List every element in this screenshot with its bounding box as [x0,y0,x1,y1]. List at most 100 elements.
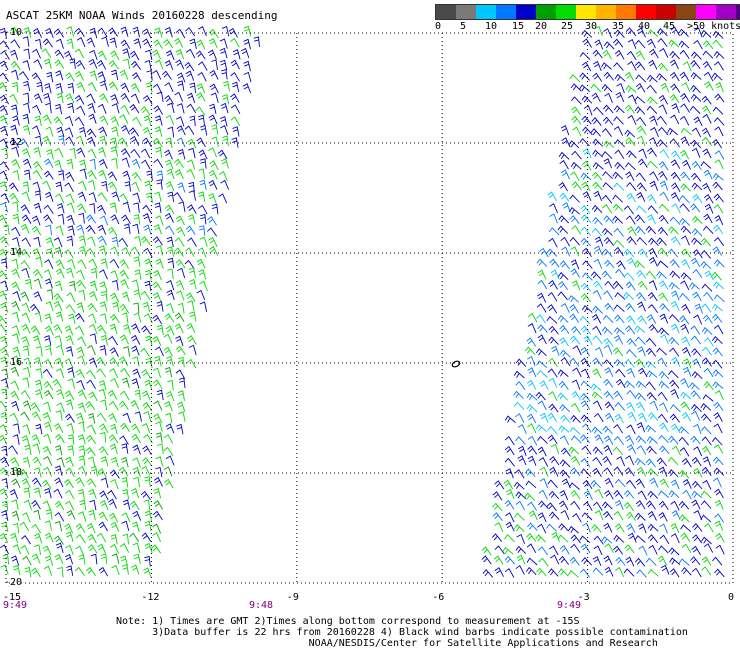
wind-barb [691,348,702,357]
wind-barb [669,259,680,268]
legend-label: 45 [663,21,676,32]
wind-barb [660,564,670,575]
legend-label: 25 [561,21,574,32]
wind-barb [134,269,142,280]
wind-barb [689,382,700,391]
wind-barb [570,268,580,278]
wind-barb [22,60,31,71]
wind-barb [714,390,724,400]
wind-barb [658,214,669,224]
wind-barb [176,226,186,237]
wind-barb [79,159,87,170]
wind-barb [131,378,140,389]
wind-barb [680,136,690,147]
wind-barb [110,521,120,532]
wind-barb [657,226,669,236]
wind-barb [12,423,20,434]
wind-barb [21,267,30,279]
wind-barb [713,281,725,290]
wind-barb [627,532,637,543]
wind-barb [88,291,98,302]
wind-barb [198,168,206,179]
wind-barb [561,478,571,489]
wind-barb [174,237,185,247]
wind-barb [701,283,713,292]
wind-barb [29,303,40,313]
wind-barb [33,202,42,214]
wind-barb [65,544,74,556]
wind-barb [19,521,30,532]
wind-barb [176,72,186,83]
wind-barb [634,96,646,104]
wind-barb [527,435,538,446]
wind-barb [546,248,558,257]
wind-barb [98,245,107,256]
wind-barb [110,246,120,257]
wind-barb [558,181,568,192]
wind-barb [109,443,118,455]
wind-barb [230,116,241,127]
wind-barb [89,49,98,61]
wind-barb [581,29,593,38]
wind-barb [0,270,8,280]
wind-barb [185,70,195,81]
wind-barb [647,292,658,302]
wind-barb [0,115,8,126]
wind-barb [548,336,559,345]
wind-barb [671,236,681,246]
wind-barb [11,510,20,521]
wind-barb [593,190,603,201]
wind-barb [680,103,690,113]
wind-barb [66,38,74,49]
wind-barb [626,315,636,325]
wind-barb [32,48,42,59]
wind-barb [668,435,679,445]
wind-barb [594,236,604,247]
wind-barb [504,415,516,423]
wind-barb [658,292,669,302]
wind-barb [219,38,228,49]
wind-barb [714,520,724,531]
wind-barb [659,303,670,312]
wind-barb [703,543,714,553]
wind-barb [612,215,624,224]
wind-barb [119,269,129,280]
wind-barb [76,379,85,390]
wind-barb [153,413,163,424]
wind-barb [55,368,65,379]
wind-barb [78,212,85,224]
wind-barb [679,292,690,302]
wind-barb [42,500,52,511]
wind-barb [164,401,173,412]
wind-barb [680,378,690,389]
wind-barb [189,311,197,322]
wind-barb [614,327,625,335]
wind-barb [176,290,185,301]
wind-barb [580,468,591,477]
wind-barb [43,466,53,477]
wind-barb [175,259,186,269]
wind-barb [36,81,43,93]
wind-barb [572,126,582,137]
latitude-label: -14 [4,247,23,258]
wind-barb [558,151,570,160]
wind-barb [580,543,591,554]
wind-barb [535,534,546,543]
wind-barb [505,521,515,532]
wind-barb [712,30,724,39]
wind-barb [34,389,43,400]
wind-barb [56,126,65,137]
wind-barb [163,434,174,444]
wind-barb [87,81,97,92]
wind-barb [20,411,30,421]
wind-barb [54,280,63,292]
wind-barb [634,214,645,224]
wind-barb [131,72,142,82]
wind-barb [143,115,152,126]
wind-barb [582,272,593,281]
wind-barb [165,50,175,61]
wind-barb [536,348,547,357]
wind-barb [164,366,173,378]
wind-barb [12,170,20,181]
wind-barb [110,543,120,554]
